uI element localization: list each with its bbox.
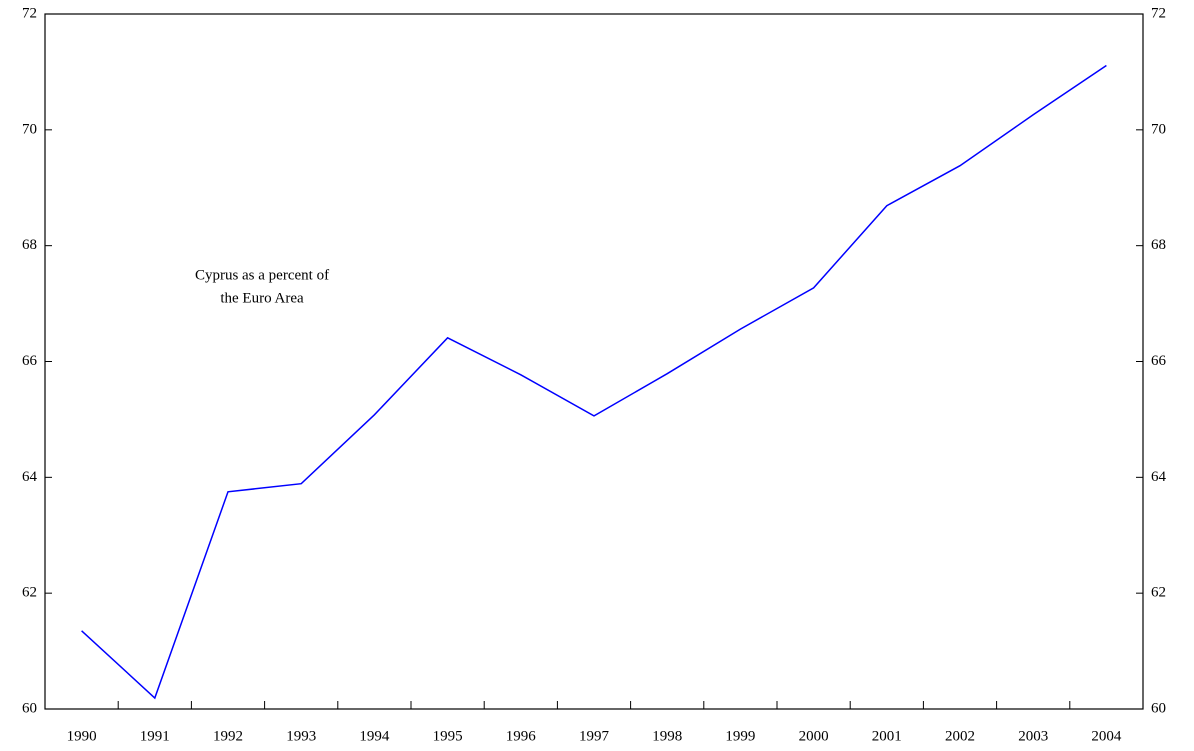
y2-tick-label: 68 — [1151, 237, 1166, 253]
x-tick-label: 1991 — [140, 728, 170, 744]
y-tick-label: 68 — [22, 237, 37, 253]
y2-tick-label: 64 — [1151, 469, 1167, 485]
x-tick-label: 1995 — [433, 728, 463, 744]
x-tick-label: 2000 — [799, 728, 829, 744]
x-tick-label: 1990 — [67, 728, 97, 744]
y2-tick-label: 70 — [1151, 121, 1166, 137]
y-tick-label: 72 — [22, 5, 37, 21]
series-line — [81, 64, 1107, 700]
x-tick-label: 1992 — [213, 728, 243, 744]
plot-frame — [44, 13, 1144, 710]
y-tick-label: 62 — [22, 585, 37, 601]
x-tick-label: 1994 — [359, 728, 390, 744]
x-tick-label: 1998 — [652, 728, 682, 744]
x-tick-label: 1996 — [506, 728, 537, 744]
y-tick-label: 60 — [22, 700, 37, 716]
x-tick-label: 1997 — [579, 728, 610, 744]
y-tick-label: 66 — [22, 353, 38, 369]
annotation: Cyprus as a percent of — [195, 267, 329, 283]
x-tick-label: 1993 — [286, 728, 316, 744]
y-tick-label: 70 — [22, 121, 37, 137]
y2-tick-label: 62 — [1151, 585, 1166, 601]
y-tick-label: 64 — [22, 469, 38, 485]
y2-tick-label: 66 — [1151, 353, 1167, 369]
x-tick-label: 2001 — [872, 728, 902, 744]
y2-tick-label: 60 — [1151, 700, 1166, 716]
x-tick-label: 2002 — [945, 728, 975, 744]
x-tick-label: 2004 — [1091, 728, 1122, 744]
x-tick-label: 1999 — [725, 728, 755, 744]
x-tick-label: 2003 — [1018, 728, 1048, 744]
y2-tick-label: 72 — [1151, 5, 1166, 21]
annotation: the Euro Area — [220, 290, 304, 306]
